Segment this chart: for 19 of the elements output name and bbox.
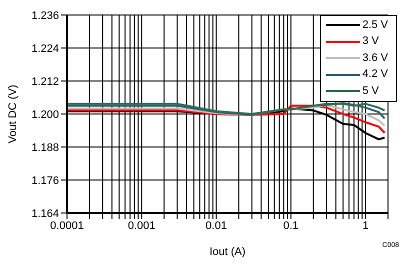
y-tick-label: 1.176	[31, 174, 59, 187]
y-axis-title: Vout DC (V)	[6, 84, 19, 144]
y-tick-label: 1.224	[31, 42, 59, 55]
legend-label: 3 V	[362, 35, 379, 48]
legend-label: 3.6 V	[362, 52, 388, 65]
legend-label: 5 V	[362, 84, 379, 98]
x-tick-label: 0.01	[206, 220, 227, 232]
y-tick-label: 1.188	[31, 142, 59, 154]
y-tick-label: 1.200	[31, 108, 59, 121]
x-tick-label: 1	[362, 220, 369, 232]
x-tick-label: 0.0001	[50, 220, 84, 232]
x-axis-title: Iout (A)	[209, 246, 246, 258]
y-tick-label: 1.164	[31, 208, 59, 220]
y-tick-label: 1.212	[31, 76, 59, 88]
x-tick-label: 0.1	[283, 220, 299, 232]
y-tick-label: 1.236	[31, 10, 59, 22]
legend-label: 2.5 V	[362, 18, 388, 32]
legend-label: 4.2 V	[362, 68, 388, 82]
x-tick-label: 0.001	[128, 220, 156, 232]
